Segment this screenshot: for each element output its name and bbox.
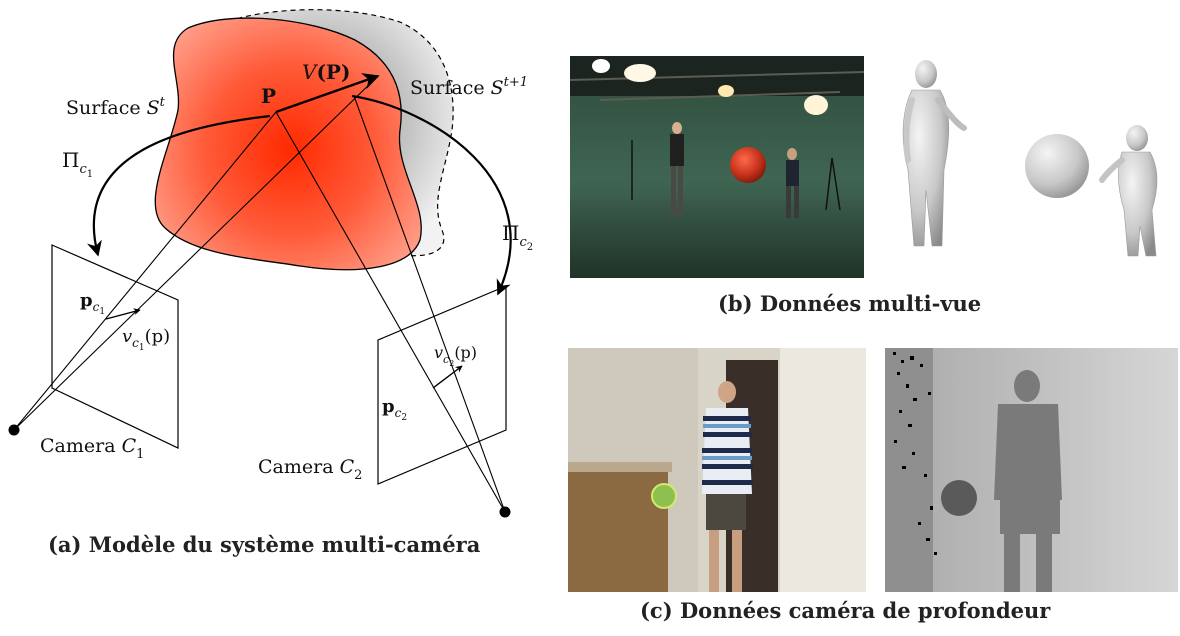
camera1-center-dot bbox=[8, 424, 20, 436]
point-P-label: P bbox=[261, 84, 276, 108]
camera2-label: Camera C2 bbox=[258, 456, 362, 483]
image-point-c2-label: pc2 bbox=[382, 396, 407, 423]
image-motion-c2-label: vc2(p) bbox=[434, 343, 477, 368]
camera1-label: Camera C1 bbox=[40, 435, 144, 462]
motion-V-label: V(P) bbox=[302, 60, 350, 84]
reconstructed-mesh bbox=[902, 60, 1158, 257]
image-point-c1-label: pc1 bbox=[80, 290, 105, 317]
motion-vector-arrow bbox=[275, 73, 380, 114]
image-motion-c1-label: vc1(p) bbox=[122, 326, 170, 353]
projection-rays bbox=[13, 75, 506, 513]
surface-t-label: Surface St bbox=[66, 95, 166, 119]
rgb-photo bbox=[568, 348, 866, 592]
image-motion-c2-arrow bbox=[432, 365, 463, 389]
projection-arc-c2 bbox=[351, 94, 512, 296]
caption-a: (a) Modèle du système multi-caméra bbox=[48, 532, 481, 557]
panel-a-diagram: Surface St Surface St+1 P V(P) Πc1 Πc2 p… bbox=[8, 9, 533, 518]
multiview-photo bbox=[569, 56, 865, 278]
caption-b: (b) Données multi-vue bbox=[718, 291, 982, 316]
caption-c: (c) Données caméra de profondeur bbox=[640, 598, 1051, 623]
camera2-image-plane bbox=[377, 285, 507, 485]
image-motion-c1-arrow bbox=[105, 308, 141, 320]
surface-t1-label: Surface St+1 bbox=[410, 75, 528, 99]
projection-c1-label: Πc1 bbox=[62, 148, 93, 180]
projection-arc-c1 bbox=[87, 114, 271, 257]
projection-c2-label: Πc2 bbox=[502, 221, 533, 253]
camera2-center-dot bbox=[499, 506, 511, 518]
depth-map bbox=[885, 348, 1178, 592]
